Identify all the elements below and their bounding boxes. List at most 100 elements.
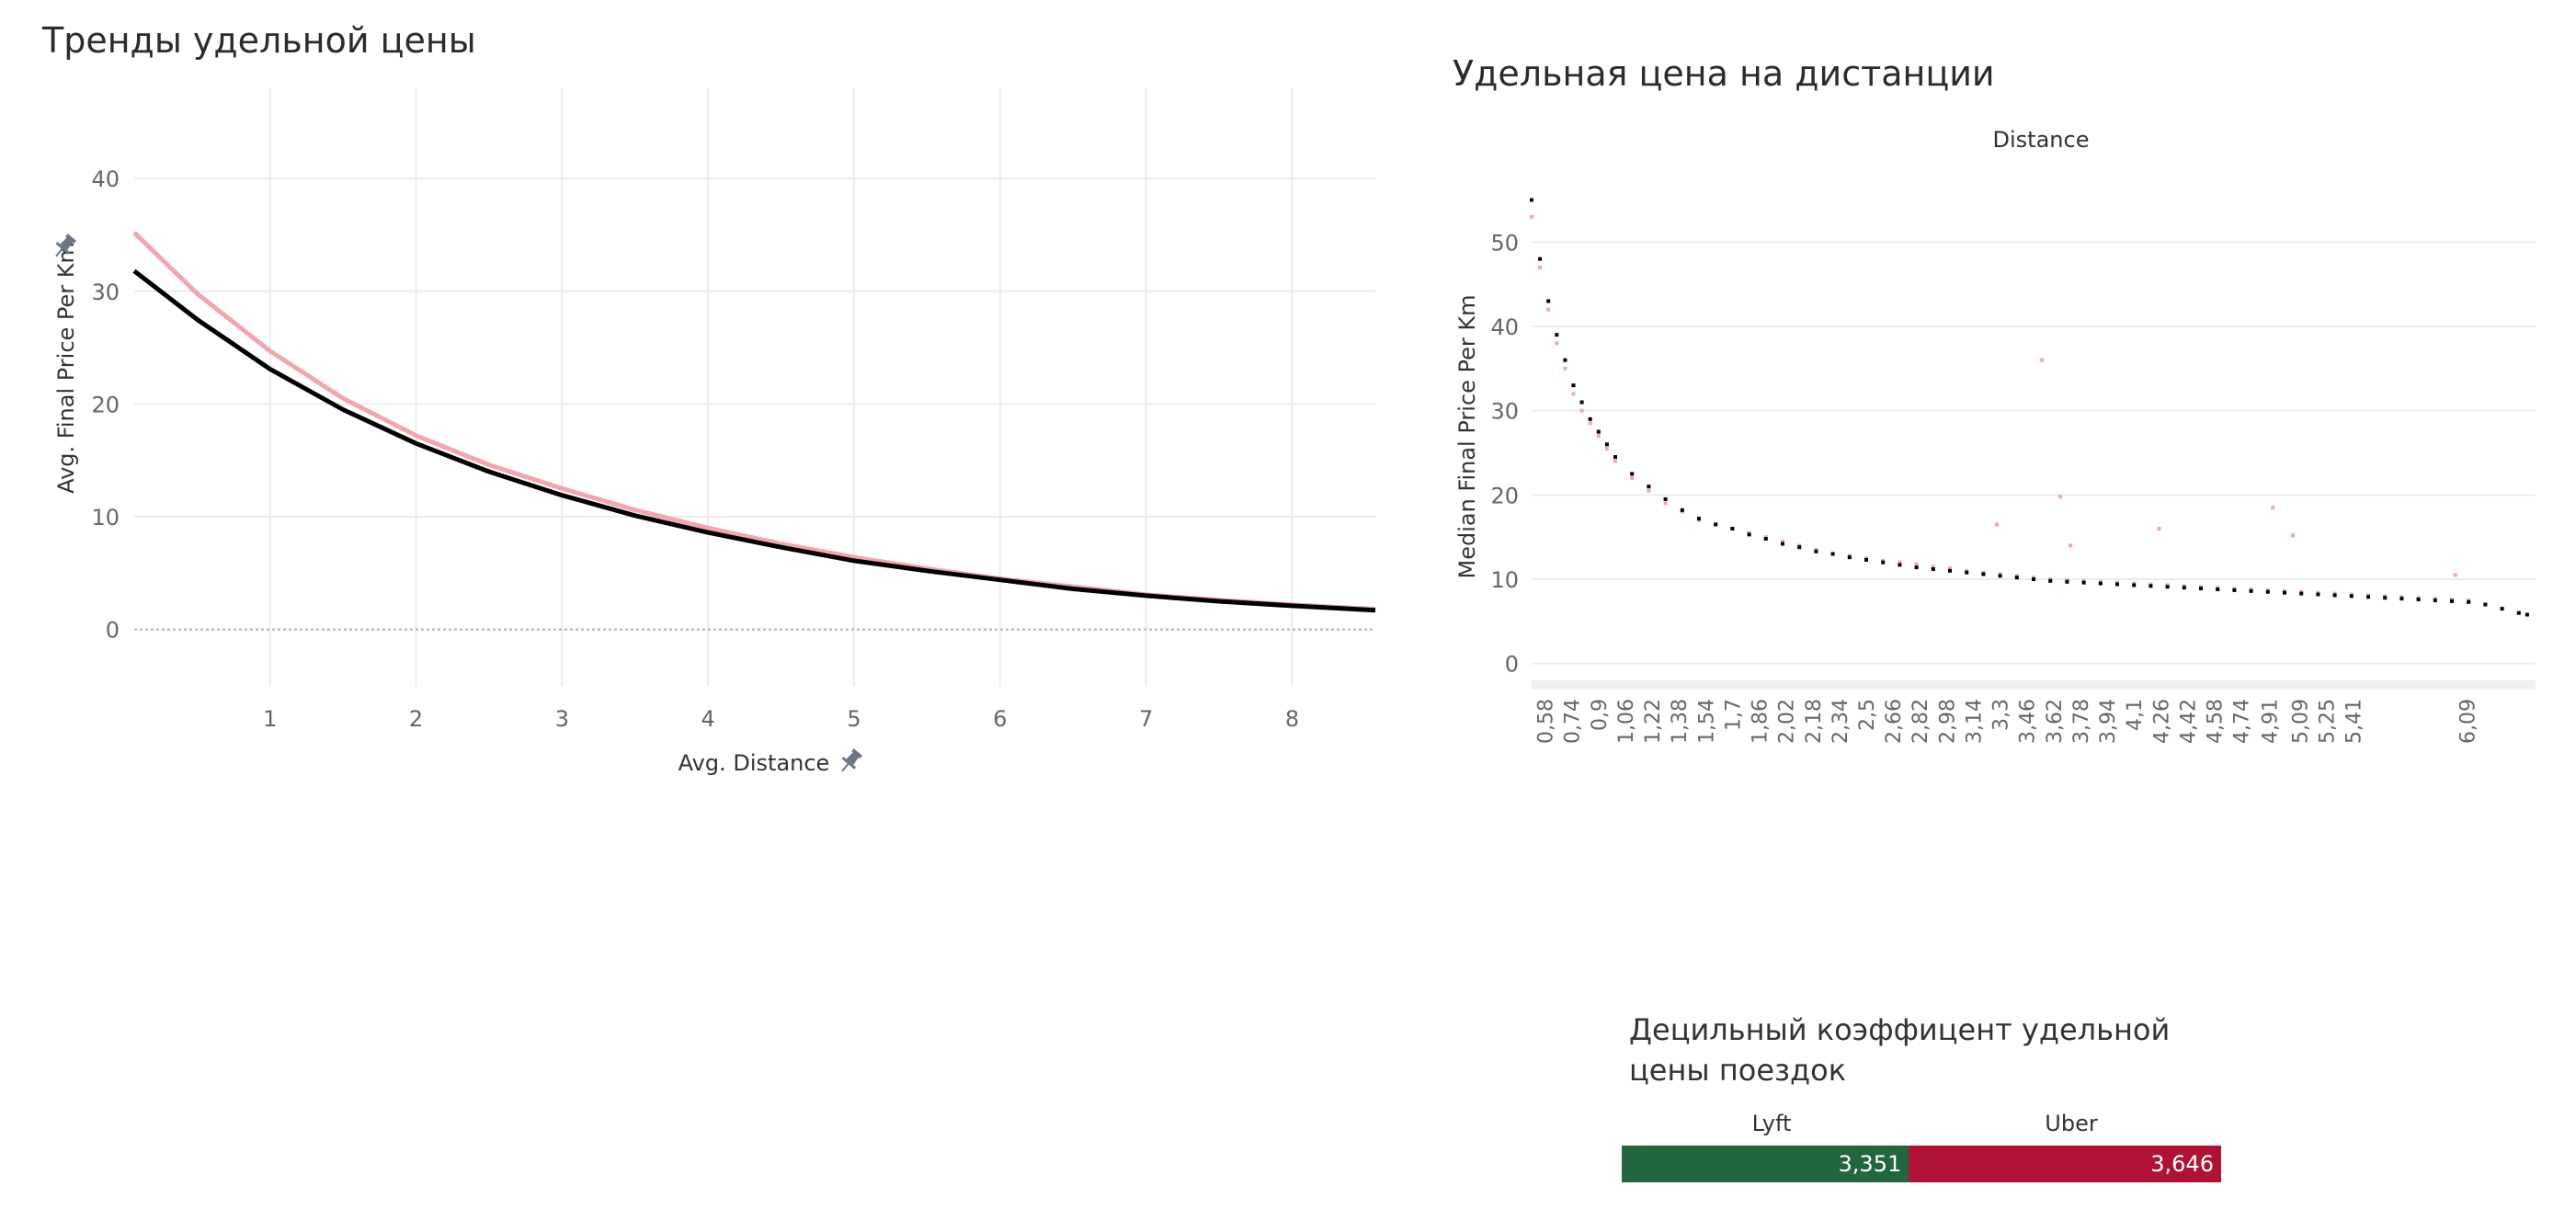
pin-icon	[841, 748, 862, 772]
scatter-point-pink	[1546, 307, 1551, 312]
scatter-point-black	[2216, 587, 2220, 591]
scatter-point-black	[1579, 400, 1584, 405]
line-y-axis-label: Avg. Final Price Per Km	[53, 242, 79, 494]
scatter-point-black	[2366, 595, 2370, 599]
scatter-point-black	[1830, 552, 1835, 556]
scatter-x-tick-label: 3,62	[2044, 699, 2067, 744]
scatter-x-tick-label: 0,58	[1535, 699, 1558, 744]
scatter-x-tick-label: 0,9	[1589, 699, 1612, 731]
scatter-point-pink	[1604, 446, 1609, 451]
scatter-point-black	[2032, 577, 2035, 581]
bar-chart: Lyft Uber 3,351 3,646	[1622, 1103, 2221, 1186]
pin-icon	[55, 234, 76, 257]
scatter-point-black	[1998, 574, 2002, 578]
bar-label-uber: Uber	[2045, 1111, 2098, 1136]
scatter-point-pink	[2453, 573, 2457, 577]
scatter-point-black	[1530, 198, 1533, 202]
scatter-point-black	[1546, 299, 1551, 303]
scatter-point-black	[1763, 537, 1768, 541]
scatter-point-pink	[1994, 522, 1999, 527]
scatter-point-pink	[1538, 265, 1543, 269]
scatter-point-black	[2516, 610, 2521, 615]
line-x-tick-label: 5	[847, 706, 861, 732]
scatter-point-pink	[1563, 366, 1567, 371]
scatter-point-black	[2249, 588, 2253, 593]
scatter-point-black	[2399, 597, 2404, 601]
bar-chart-title: Децильный коэффицент удельной цены поезд…	[1629, 1012, 2171, 1088]
line-y-tick-label: 30	[91, 279, 120, 305]
scatter-y-tick-label: 30	[1490, 399, 1519, 425]
scatter-x-tick-label: 1,7	[1722, 699, 1745, 731]
scatter-x-tick-label: 2,5	[1856, 699, 1879, 731]
line-y-tick-label: 20	[91, 392, 120, 417]
scatter-x-tick-label: 3,78	[2070, 699, 2093, 744]
scatter-point-black	[1730, 527, 1735, 530]
line-plot-area	[134, 88, 1375, 686]
bar-segment-uber: 3,646	[1909, 1146, 2221, 1182]
scatter-y-tick-label: 40	[1490, 314, 1519, 340]
scatter-point-black	[2500, 607, 2504, 611]
scatter-point-black	[1571, 383, 1576, 388]
line-x-axis-label: Avg. Distance	[678, 750, 830, 776]
scatter-point-black	[2065, 579, 2069, 584]
scatter-point-pink	[1898, 560, 1902, 565]
scatter-x-tick-label: 1,38	[1669, 699, 1692, 744]
scatter-point-black	[2182, 586, 2186, 590]
scatter-point-pink	[1663, 501, 1668, 506]
scatter-point-black	[1881, 560, 1886, 565]
scatter-header: Distance	[1993, 127, 2090, 153]
scatter-point-pink	[1555, 341, 1559, 346]
scatter-x-tick-label: 6,09	[2456, 699, 2479, 744]
line-x-tick-label: 8	[1285, 706, 1299, 732]
scatter-point-pink	[2291, 533, 2296, 538]
scatter-point-pink	[1948, 566, 1952, 571]
scatter-point-black	[2316, 592, 2320, 597]
scatter-x-tick-label: 3,14	[1963, 699, 1986, 744]
scatter-point-black	[1914, 565, 1919, 570]
scatter-point-black	[2115, 582, 2119, 587]
scatter-point-pink	[1613, 459, 1617, 463]
scatter-y-axis-label: Median Final Price Per Km	[1454, 294, 1480, 578]
scatter-point-black	[1630, 472, 1635, 476]
left-chart-title: Тренды удельной цены	[42, 20, 476, 61]
scatter-x-tick-label: 2,02	[1776, 699, 1799, 744]
scatter-point-black	[1931, 567, 1935, 571]
scatter-point-black	[2199, 587, 2203, 591]
scatter-chart: Distance 0 10 20 30 40 50 Median Final Price Pe…	[1454, 127, 2536, 744]
scatter-x-tick-label: 4,58	[2205, 699, 2228, 744]
scatter-point-black	[1680, 508, 1684, 512]
scatter-x-tick-label: 2,18	[1803, 699, 1826, 744]
scatter-point-black	[2149, 584, 2153, 588]
scatter-point-black	[1847, 555, 1852, 560]
scatter-x-tick-label: 1,06	[1615, 699, 1638, 744]
scatter-x-tick-label: 2,34	[1829, 699, 1852, 744]
scatter-point-pink	[1596, 434, 1601, 439]
scatter-point-black	[1663, 496, 1668, 501]
scatter-x-tick-label: 3,94	[2097, 699, 2120, 744]
scatter-point-pink	[2058, 495, 2063, 499]
scatter-point-pink	[1931, 565, 1935, 569]
scatter-y-tick-label: 0	[1505, 652, 1519, 678]
scatter-point-black	[2525, 612, 2529, 617]
line-x-tick-label: 6	[993, 706, 1007, 732]
scatter-x-tick-label: 2,98	[1936, 699, 1959, 744]
scatter-point-pink	[1630, 476, 1635, 480]
scatter-point-pink	[1571, 392, 1576, 396]
scatter-point-black	[2048, 578, 2053, 583]
scatter-point-black	[1864, 557, 1868, 562]
scatter-x-tick-label: 1,54	[1695, 699, 1718, 744]
scatter-point-pink	[1579, 408, 1584, 413]
bar-value-uber: 3,646	[2150, 1151, 2214, 1177]
scatter-point-black	[2081, 580, 2086, 585]
scatter-y-tick-label: 50	[1490, 230, 1519, 256]
scatter-point-black	[1613, 455, 1617, 460]
scatter-x-tick-label: 0,74	[1562, 699, 1585, 744]
scatter-point-black	[1965, 570, 1969, 575]
scatter-point-black	[2299, 591, 2304, 596]
scatter-point-pink	[1530, 214, 1533, 219]
line-y-tick-label: 40	[91, 166, 120, 192]
scatter-point-black	[1714, 522, 1718, 527]
scatter-axis-band	[1532, 680, 2536, 690]
line-y-tick-label: 10	[91, 505, 120, 530]
line-x-tick-label: 7	[1139, 706, 1153, 732]
